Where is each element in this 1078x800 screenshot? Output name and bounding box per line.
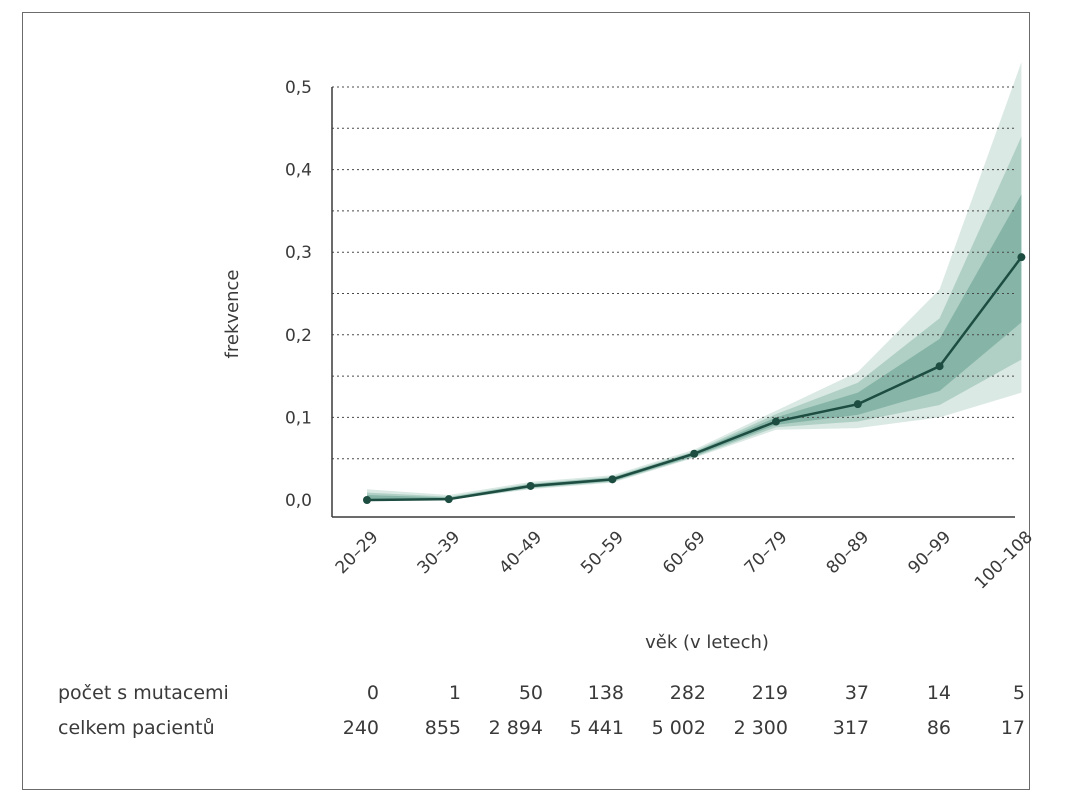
data-point-6 [772, 417, 780, 426]
table-cell: 0 [366, 682, 379, 704]
x-tick-label: 50–59 [577, 527, 628, 578]
data-point-3 [526, 481, 535, 490]
table-cell: 37 [844, 682, 869, 704]
table-cell: 282 [669, 682, 706, 704]
y-tick-label: 0,4 [285, 161, 312, 181]
x-tick-label: 40–49 [495, 527, 546, 578]
x-tick-label: 20–29 [332, 527, 383, 578]
x-tick-label: 80–89 [823, 527, 874, 578]
data-point-5 [690, 449, 699, 458]
table-cell: 5 [1012, 682, 1025, 704]
y-tick-label: 0,0 [285, 491, 312, 511]
x-tick-label: 70–79 [741, 527, 792, 578]
axes [331, 87, 1015, 518]
data-point-9 [1017, 253, 1026, 262]
data-point-7 [853, 400, 862, 409]
y-tick-label: 0,2 [285, 326, 312, 346]
table-cell: 17 [1000, 717, 1025, 739]
table-cell: 855 [424, 717, 461, 739]
table-cell: 219 [751, 682, 788, 704]
x-tick-label: 100–108 [971, 527, 1037, 593]
y-axis-label: frekvence [222, 270, 243, 359]
table-cell: 14 [926, 682, 951, 704]
data-point-4 [608, 475, 617, 484]
confidence-bands [367, 62, 1022, 500]
data-point-8 [935, 362, 944, 371]
x-tick-label: 30–39 [414, 527, 465, 578]
x-tick-label: 90–99 [904, 527, 955, 578]
table-cell: 2 300 [733, 717, 788, 739]
table-cell: 1 [448, 682, 461, 704]
table-cell: 240 [342, 717, 379, 739]
table-cell: 50 [518, 682, 543, 704]
y-tick-labels: 0,0 0,1 0,2 0,3 0,4 0,5 [285, 78, 312, 511]
table-row-label: celkem pacientů [58, 717, 215, 739]
y-tick-label: 0,3 [285, 243, 312, 263]
table-cell: 317 [832, 717, 869, 739]
table-cell: 2 894 [488, 717, 543, 739]
x-tick-label: 60–69 [659, 527, 710, 578]
data-point-1 [363, 496, 371, 504]
table-cell: 5 441 [569, 717, 624, 739]
table-row-label: počet s mutacemi [58, 682, 229, 704]
x-axis-label: věk (v letech) [645, 632, 769, 653]
table-cell: 86 [926, 717, 951, 739]
table-cell: 5 002 [651, 717, 706, 739]
gridlines [332, 86, 1015, 460]
data-point-2 [444, 495, 453, 504]
line-chart: 0,0 0,1 0,2 0,3 0,4 0,5 20–29 30–39 40–49 50–59 6… [222, 62, 1037, 653]
table-cell: 138 [587, 682, 624, 704]
figure-frame [22, 12, 1030, 790]
y-tick-label: 0,5 [285, 78, 312, 98]
y-tick-label: 0,1 [285, 408, 312, 428]
x-tick-labels: 20–29 30–39 40–49 50–59 60–69 70–79 80–89 90–99… [332, 527, 1037, 593]
series-line [363, 253, 1026, 504]
